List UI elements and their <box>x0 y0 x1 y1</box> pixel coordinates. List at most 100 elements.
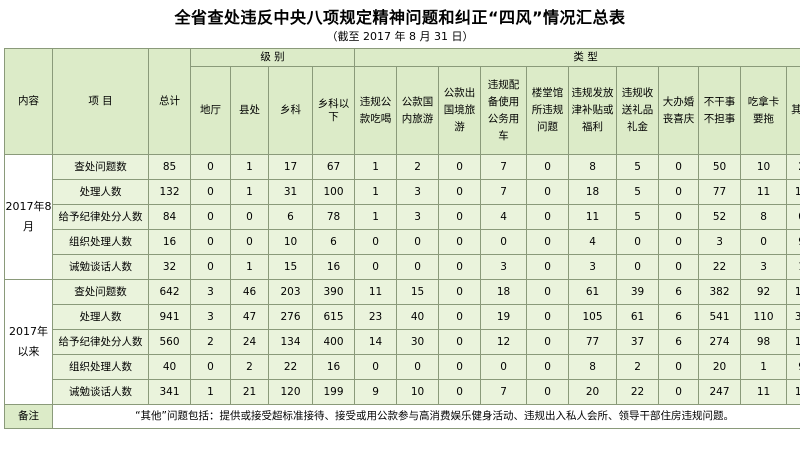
table-cell: 84 <box>148 204 191 230</box>
table-cell: 0 <box>190 354 231 380</box>
row-label: 诫勉谈话人数 <box>52 254 149 280</box>
table-cell: 0 <box>438 304 482 330</box>
header-level-2: 乡科 <box>268 66 313 155</box>
table-cell: 0 <box>526 254 570 280</box>
row-label: 查处问题数 <box>52 279 149 305</box>
table-row: 2017年以来 查处问题数 642 3 46 203 390 11 15 0 18 0 61 39 6 382… <box>4 279 800 405</box>
table-cell: 18 <box>786 279 800 305</box>
table-cell: 0 <box>354 229 398 255</box>
table-cell: 3 <box>190 279 231 305</box>
table-cell: 1 <box>354 154 398 180</box>
table-cell: 18 <box>480 279 528 305</box>
table-cell: 0 <box>616 229 660 255</box>
table-cell: 20 <box>568 379 618 405</box>
table-cell: 61 <box>568 279 618 305</box>
header-type-group: 类 型 <box>354 48 800 67</box>
table-cell: 1 <box>230 254 269 280</box>
table-cell: 24 <box>230 329 269 355</box>
note-row: 备注 “其他”问题包括：提供或接受超标准接待、接受或用公款参与高消费娱乐健身活动、… <box>4 404 800 429</box>
table-cell: 50 <box>698 154 742 180</box>
table-cell: 2 <box>396 154 440 180</box>
table-cell: 0 <box>740 229 788 255</box>
table-cell: 22 <box>616 379 660 405</box>
header-total: 总计 <box>148 48 191 155</box>
note-text: “其他”问题包括：提供或接受超标准接待、接受或用公款参与高消费娱乐健身活动、违规… <box>51 404 800 429</box>
header-type-9: 吃拿卡要拖 <box>740 66 788 155</box>
table-cell: 3 <box>480 254 528 280</box>
table-cell: 9 <box>354 379 398 405</box>
table-cell: 6 <box>268 204 313 230</box>
table-cell: 941 <box>148 304 191 330</box>
table-cell: 85 <box>148 154 191 180</box>
table-cell: 8 <box>568 354 618 380</box>
table-cell: 10 <box>396 379 440 405</box>
page-title: 全省查处违反中央八项规定精神问题和纠正“四风”情况汇总表 <box>174 8 626 27</box>
table-cell: 18 <box>568 179 618 205</box>
table-cell: 0 <box>658 154 700 180</box>
table-cell: 541 <box>698 304 742 330</box>
table-cell: 7 <box>480 154 528 180</box>
table-cell: 3 <box>396 179 440 205</box>
header-level-0: 地厅 <box>190 66 231 155</box>
table-cell: 0 <box>616 254 660 280</box>
table-cell: 3 <box>190 304 231 330</box>
table-cell: 1 <box>190 379 231 405</box>
table-cell: 0 <box>354 254 398 280</box>
period-label: 2017年以来 <box>4 279 53 405</box>
header-type-6: 违规收送礼品礼金 <box>616 66 660 155</box>
table-cell: 642 <box>148 279 191 305</box>
table-cell: 77 <box>568 329 618 355</box>
table-cell: 0 <box>526 154 570 180</box>
table-cell: 32 <box>148 254 191 280</box>
table-cell: 12 <box>480 329 528 355</box>
table-cell: 0 <box>396 229 440 255</box>
table-cell: 11 <box>354 279 398 305</box>
header-type-7: 大办婚丧喜庆 <box>658 66 700 155</box>
table-cell: 4 <box>568 229 618 255</box>
table-cell: 100 <box>311 179 356 205</box>
table-cell: 203 <box>268 279 313 305</box>
table-cell: 8 <box>740 204 788 230</box>
table-cell: 30 <box>396 329 440 355</box>
table-cell: 3 <box>396 204 440 230</box>
table-cell: 61 <box>616 304 660 330</box>
table-row: 诫勉谈话人数341121120199910070202202471115 <box>5 379 800 405</box>
table-cell: 21 <box>230 379 269 405</box>
row-label: 处理人数 <box>52 304 149 330</box>
header-type-5: 违规发放津补贴或福利 <box>568 66 618 155</box>
table-cell: 11 <box>740 379 788 405</box>
table-cell: 0 <box>526 204 570 230</box>
row-label: 查处问题数 <box>52 154 149 180</box>
table-cell: 341 <box>148 379 191 405</box>
table-cell: 0 <box>190 254 231 280</box>
table-cell: 0 <box>438 154 482 180</box>
table-cell: 134 <box>268 329 313 355</box>
row-label: 给予纪律处分人数 <box>52 204 149 230</box>
table-cell: 560 <box>148 329 191 355</box>
row-label: 诫勉谈话人数 <box>52 379 149 405</box>
table-cell: 98 <box>740 329 788 355</box>
summary-table: 内容 项 目 总计 级 别 类 型 地厅 县处 乡科 乡科以下 违规公款吃喝 公款国内旅游… <box>4 48 800 429</box>
row-label: 组织处理人数 <box>52 354 149 380</box>
table-cell: 17 <box>268 154 313 180</box>
table-cell: 0 <box>658 179 700 205</box>
table-cell: 47 <box>230 304 269 330</box>
table-cell: 9 <box>786 229 800 255</box>
table-cell: 0 <box>480 354 528 380</box>
table-cell: 1 <box>786 254 800 280</box>
table-row: 组织处理人数40022216000008202019 <box>5 354 800 380</box>
header-level-3: 乡科以下 <box>311 66 356 155</box>
table-cell: 105 <box>568 304 618 330</box>
table-cell: 15 <box>396 279 440 305</box>
table-cell: 2 <box>230 354 269 380</box>
table-cell: 15 <box>786 379 800 405</box>
table-row: 组织处理人数160010600000400309 <box>5 229 800 255</box>
table-cell: 11 <box>568 204 618 230</box>
table-cell: 37 <box>616 329 660 355</box>
table-cell: 6 <box>658 304 700 330</box>
table-cell: 52 <box>698 204 742 230</box>
table-cell: 36 <box>786 304 800 330</box>
table-cell: 6 <box>658 329 700 355</box>
table-cell: 9 <box>786 354 800 380</box>
table-cell: 0 <box>658 204 700 230</box>
